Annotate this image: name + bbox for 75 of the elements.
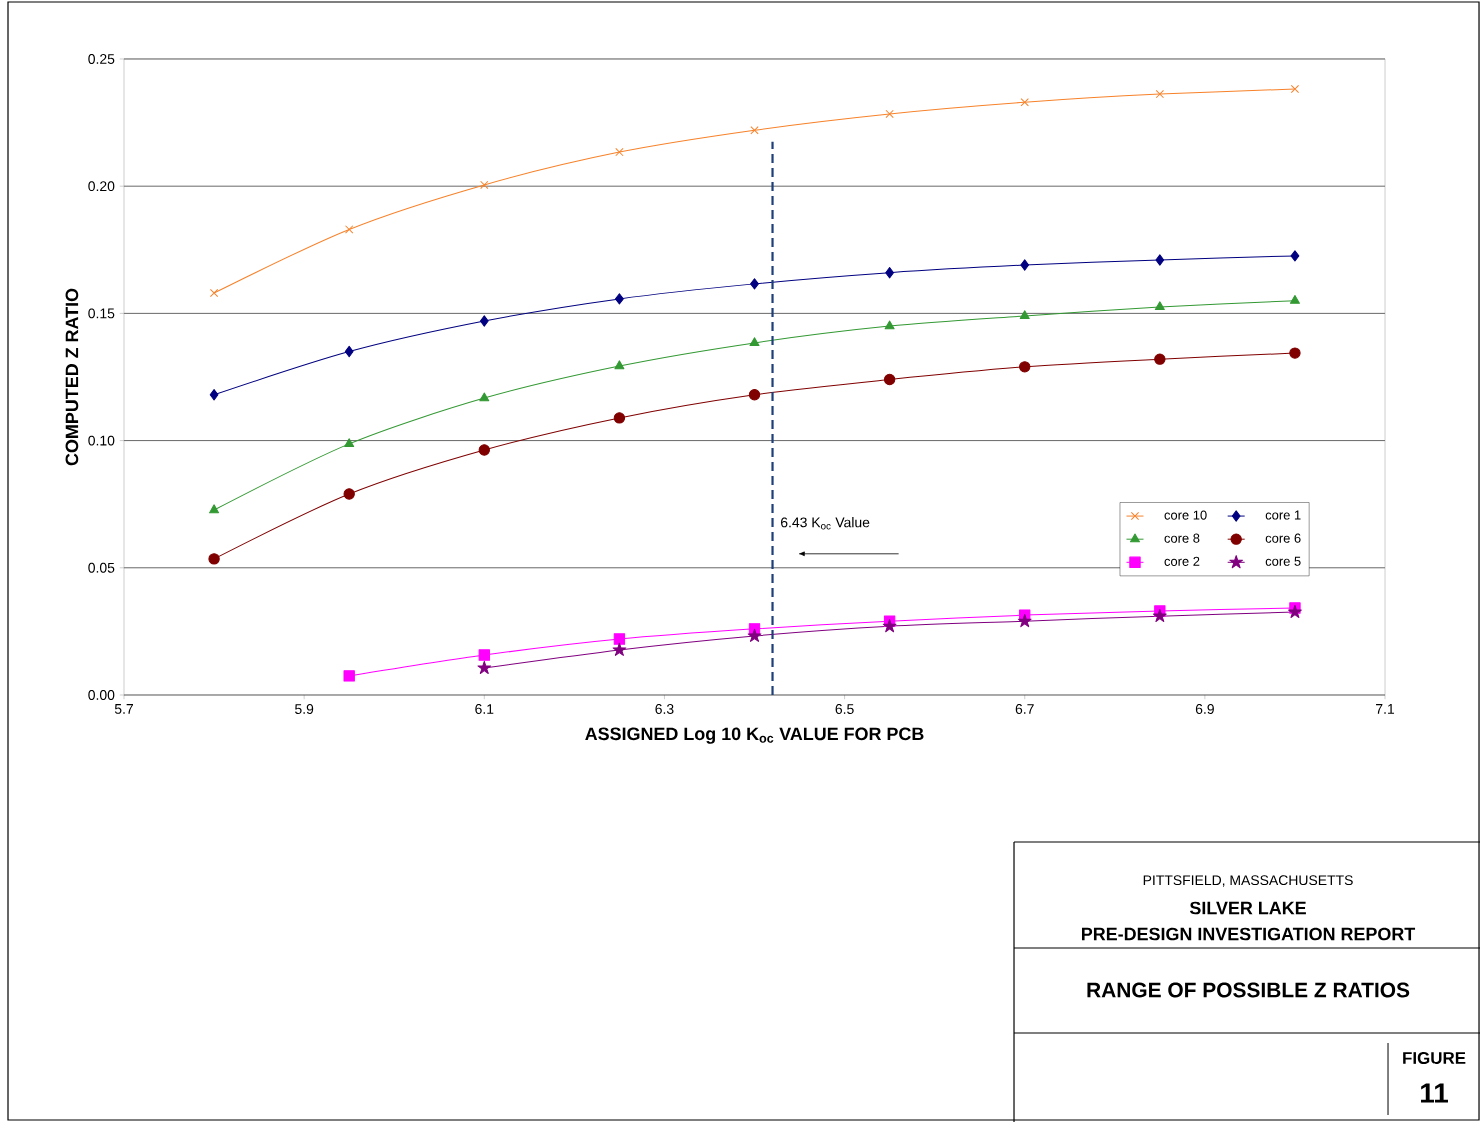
y-tick-label: 0.20	[88, 181, 115, 192]
point	[615, 147, 624, 157]
point	[1154, 301, 1165, 311]
point	[612, 642, 627, 656]
point	[478, 649, 490, 661]
point	[477, 660, 492, 674]
legend-label: core 1	[1265, 510, 1301, 520]
point	[344, 345, 354, 358]
point	[1289, 294, 1300, 304]
point	[882, 619, 897, 633]
point	[884, 320, 895, 330]
point	[1290, 250, 1300, 262]
point	[747, 628, 762, 642]
x-tick-label: 6.3	[655, 704, 674, 714]
x-tick-label: 5.9	[295, 704, 314, 714]
point	[478, 444, 490, 456]
text: FIGURE	[1403, 1052, 1466, 1064]
text: PRE-DESIGN INVESTIGATION REPORT	[1081, 927, 1416, 941]
point	[885, 267, 895, 279]
x-tick-label: 6.9	[1195, 704, 1214, 714]
point	[1289, 347, 1301, 359]
point	[613, 412, 626, 424]
legend-label: core 6	[1265, 533, 1301, 543]
point	[1152, 608, 1167, 623]
point	[1155, 254, 1165, 266]
y-tick-label: 0.05	[88, 562, 115, 573]
x-tick-label: 6.5	[835, 704, 854, 714]
text: RANGE OF POSSIBLE Z RATIOS	[1087, 982, 1410, 998]
x-axis-title: ASSIGNED Log 10 K$_{oc}$ VALUE FOR PCB	[585, 727, 924, 744]
point	[209, 389, 219, 401]
legend-label: core 10	[1164, 510, 1207, 520]
point	[345, 225, 354, 234]
point	[749, 337, 760, 346]
y-tick-label: 0.00	[88, 690, 115, 700]
y-axis-title: COMPUTED Z RATIO	[65, 288, 79, 466]
point	[748, 389, 761, 401]
point	[1020, 98, 1029, 107]
point	[480, 180, 489, 190]
point	[1019, 361, 1031, 373]
point	[344, 438, 355, 447]
point	[750, 278, 759, 290]
point	[883, 373, 896, 386]
point	[613, 633, 626, 645]
point	[343, 670, 355, 682]
point	[208, 553, 220, 565]
point	[615, 293, 624, 305]
point	[1288, 604, 1302, 619]
text: 11	[1421, 1083, 1448, 1103]
x-tick-label: 6.7	[1015, 704, 1034, 714]
point	[479, 315, 489, 327]
point	[209, 504, 220, 514]
point	[750, 126, 759, 135]
legend-label: core 5	[1265, 556, 1301, 566]
point	[209, 288, 219, 298]
point	[1290, 84, 1300, 94]
y-tick-label: 0.25	[88, 54, 115, 64]
point	[885, 109, 894, 119]
ref-line-label: 6.43 K$_{oc}$ Value	[781, 517, 870, 530]
point	[1017, 613, 1032, 628]
y-tick-label: 0.10	[88, 435, 115, 446]
legend-label: core 2	[1164, 556, 1200, 566]
x-tick-label: 5.7	[114, 704, 134, 714]
point	[1020, 259, 1030, 271]
point	[1154, 353, 1166, 365]
legend-label: core 8	[1164, 533, 1200, 543]
text: SILVER LAKE	[1189, 901, 1306, 915]
x-tick-label: 6.1	[475, 704, 494, 714]
x-tick-label: 7.1	[1376, 704, 1395, 714]
y-tick-label: 0.15	[88, 308, 115, 319]
point	[479, 392, 490, 402]
text: PITTSFIELD, MASSACHUSETTS	[1143, 875, 1353, 887]
point	[1019, 310, 1030, 320]
point	[614, 360, 625, 370]
point	[343, 488, 355, 500]
point	[1155, 89, 1164, 99]
